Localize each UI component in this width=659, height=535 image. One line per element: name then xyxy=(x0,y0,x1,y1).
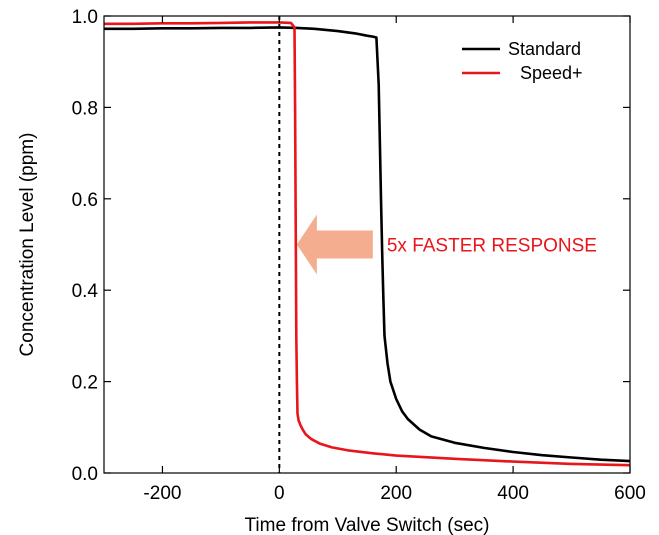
y-tick-label: 0.0 xyxy=(72,464,98,485)
y-axis-title: Concentration Level (ppm) xyxy=(17,133,38,357)
left-arrow-icon xyxy=(296,214,373,275)
y-tick-label: 1.0 xyxy=(72,7,98,28)
x-tick-label: 400 xyxy=(497,483,529,504)
legend-label: Speed+ xyxy=(520,63,583,83)
x-tick-label: 200 xyxy=(380,483,412,504)
series-line-standard xyxy=(104,26,631,463)
annotation-layer: 5x FASTER RESPONSE xyxy=(296,214,597,275)
y-tick-label: 0.2 xyxy=(72,373,98,394)
annotation-text: 5x FASTER RESPONSE xyxy=(387,236,597,257)
tick-layer: -200 0 200 400 600 0.0 0.2 0.4 0.6 0.8 1.0 xyxy=(72,7,646,504)
series-layer xyxy=(104,16,631,473)
y-tick-label: 0.6 xyxy=(72,190,98,211)
x-tick-label: 600 xyxy=(614,483,646,504)
x-tick-label: -200 xyxy=(143,483,181,504)
legend: Standard Speed+ xyxy=(462,39,583,83)
x-axis-title: Time from Valve Switch (sec) xyxy=(245,515,490,535)
legend-label: Standard xyxy=(508,39,581,59)
x-tick-label: 0 xyxy=(274,483,285,504)
y-tick-label: 0.8 xyxy=(72,98,98,119)
series-line-speed- xyxy=(104,21,631,467)
plot-frame xyxy=(103,15,631,474)
y-tick-label: 0.4 xyxy=(72,281,99,302)
